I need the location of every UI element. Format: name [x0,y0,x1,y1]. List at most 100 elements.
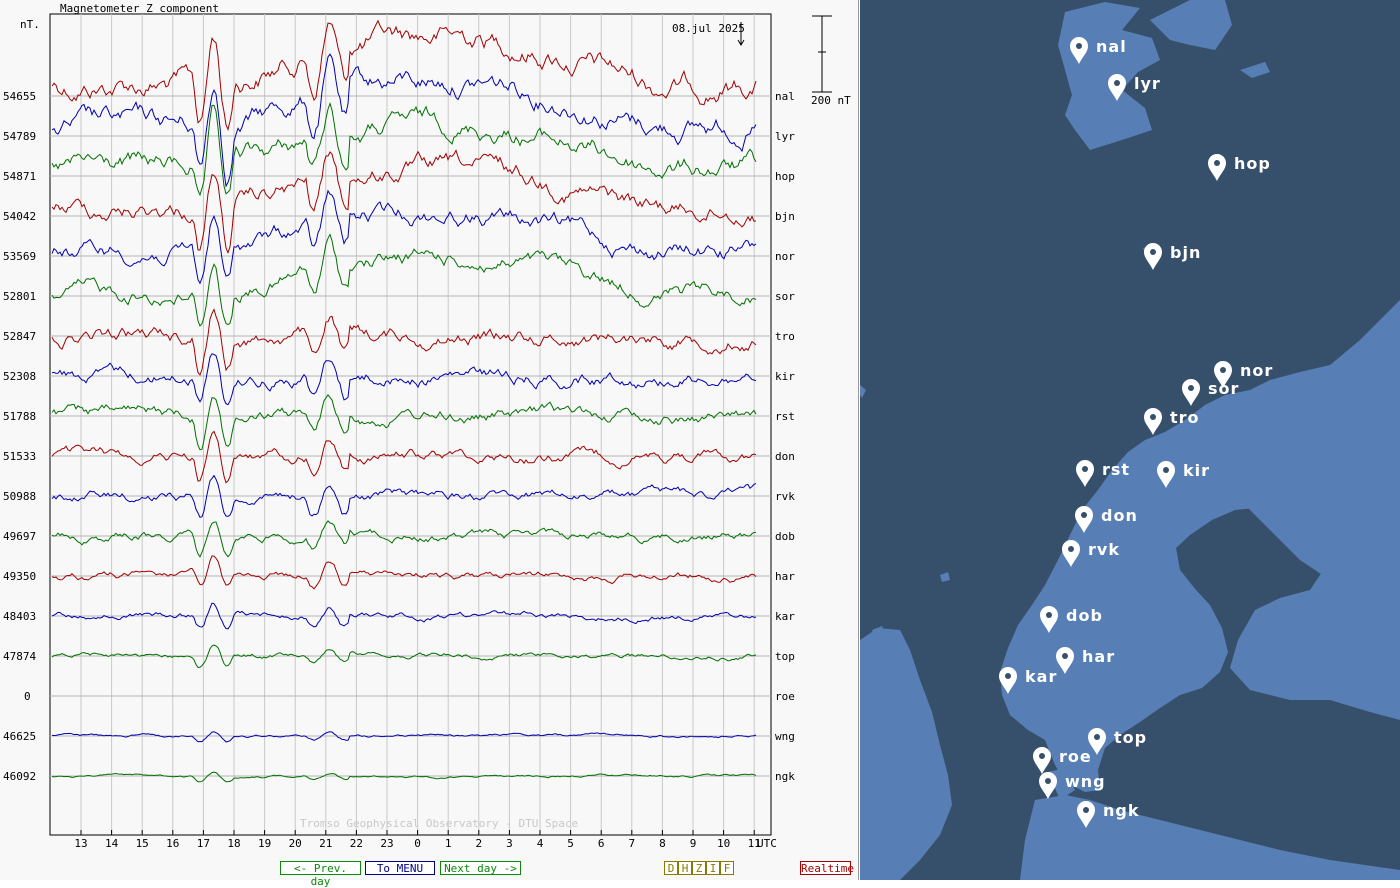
station-marker-nal[interactable]: nal [1070,37,1127,64]
baseline-value-sor: 52801 [3,290,36,303]
next-day-button[interactable]: Next day -> [440,861,521,875]
pin-dot [1076,43,1082,49]
trace-dob [51,520,757,558]
x-tick-label: 15 [136,837,149,850]
pin-dot [1188,385,1194,391]
x-tick-label: 9 [690,837,697,850]
x-unit-label: UTC [757,837,777,850]
x-tick-label: 2 [475,837,482,850]
trace-sor [51,233,757,327]
x-tick-label: 0 [414,837,421,850]
component-z-button[interactable]: Z [692,861,706,875]
date-label: 08.jul 2025 [672,22,745,35]
station-label-bjn: bjn [775,210,795,223]
station-label-top: top [775,650,795,663]
x-tick-label: 11 [748,837,761,850]
station-marker-lyr[interactable]: lyr [1108,74,1161,101]
component-i-button[interactable]: I [706,861,720,875]
realtime-button[interactable]: Realtime [800,861,854,875]
x-tick-label: 10 [717,837,730,850]
x-tick-label: 4 [537,837,544,850]
x-tick-label: 18 [227,837,240,850]
station-name-dob: dob [1066,606,1103,625]
station-name-nal: nal [1096,37,1127,56]
station-marker-kar[interactable]: kar [999,667,1057,694]
station-label-rvk: rvk [775,490,795,503]
x-tick-label: 1 [445,837,452,850]
map-pin-icon [1070,37,1088,64]
station-marker-har[interactable]: har [1056,647,1115,674]
station-marker-sor[interactable]: sor [1182,379,1239,406]
scale-label: 200 nT [811,94,851,107]
baseline-value-top: 47874 [3,650,36,663]
x-tick-label: 5 [567,837,574,850]
component-h-button[interactable]: H [678,861,692,875]
pin-dot [1039,753,1045,759]
station-marker-hop[interactable]: hop [1208,154,1271,181]
map-pin-icon [1076,460,1094,487]
station-marker-bjn[interactable]: bjn [1144,243,1201,270]
menu-button[interactable]: To MENU [365,861,435,875]
station-label-ngk: ngk [775,770,795,783]
pin-dot [1163,467,1169,473]
pin-dot [1214,160,1220,166]
station-marker-nor[interactable]: nor [1214,361,1273,388]
baseline-value-roe: 0 [24,690,31,703]
map-pin-icon [1108,74,1126,101]
land-polygon [1020,795,1400,880]
x-tick-label: 20 [289,837,302,850]
magnetometer-plot: 13 14 15 16 17 18 19 20 21 22 23 0 1 2 3 4 5 6 7 8 9 10 115465… [3,2,851,850]
trace-nor [51,189,757,285]
baseline-value-kar: 48403 [3,610,36,623]
x-tick-label: 17 [197,837,210,850]
map-pin-icon [1075,506,1093,533]
station-marker-wng[interactable]: wng [1039,772,1106,799]
station-marker-tro[interactable]: tro [1144,408,1200,435]
station-name-don: don [1101,506,1138,525]
date-arrow [737,22,745,46]
station-marker-kir[interactable]: kir [1157,461,1210,488]
pin-dot [1094,734,1100,740]
map-pin-icon [1077,801,1095,828]
station-label-hop: hop [775,170,795,183]
baseline-value-rvk: 50988 [3,490,36,503]
trace-wng [51,731,757,743]
land-polygon [1240,470,1400,620]
station-marker-top[interactable]: top [1088,728,1147,755]
map-pin-icon [1040,606,1058,633]
station-marker-rvk[interactable]: rvk [1062,540,1120,567]
trace-rst [51,394,757,451]
trace-har [51,555,757,590]
pin-dot [1045,778,1051,784]
station-label-lyr: lyr [775,130,795,143]
station-marker-rst[interactable]: rst [1076,460,1130,487]
trace-don [51,430,757,484]
station-marker-roe[interactable]: roe [1033,747,1092,774]
station-label-kir: kir [775,370,795,383]
station-marker-dob[interactable]: dob [1040,606,1103,633]
station-marker-don[interactable]: don [1075,506,1138,533]
chart-title: Magnetometer Z component [60,2,219,15]
land-polygon [872,626,886,642]
component-d-button[interactable]: D [664,861,678,875]
station-name-lyr: lyr [1134,74,1161,93]
land-polygon [1240,62,1270,78]
baseline-value-don: 51533 [3,450,36,463]
station-marker-ngk[interactable]: ngk [1077,801,1139,828]
component-f-button[interactable]: F [720,861,734,875]
pin-dot [1083,807,1089,813]
station-name-har: har [1082,647,1115,666]
station-label-kar: kar [775,610,795,623]
land-polygon [860,628,952,880]
x-tick-label: 14 [105,837,119,850]
baseline-value-nal: 54655 [3,90,36,103]
map-pin-icon [1039,772,1057,799]
station-label-wng: wng [775,730,795,743]
x-tick-label: 21 [319,837,332,850]
trace-top [51,644,757,669]
land-polygon [1150,0,1232,50]
trace-tro [51,308,757,376]
station-name-sor: sor [1208,379,1239,398]
map-pin-icon [999,667,1017,694]
prev-day-button[interactable]: <- Prev. day [280,861,361,888]
